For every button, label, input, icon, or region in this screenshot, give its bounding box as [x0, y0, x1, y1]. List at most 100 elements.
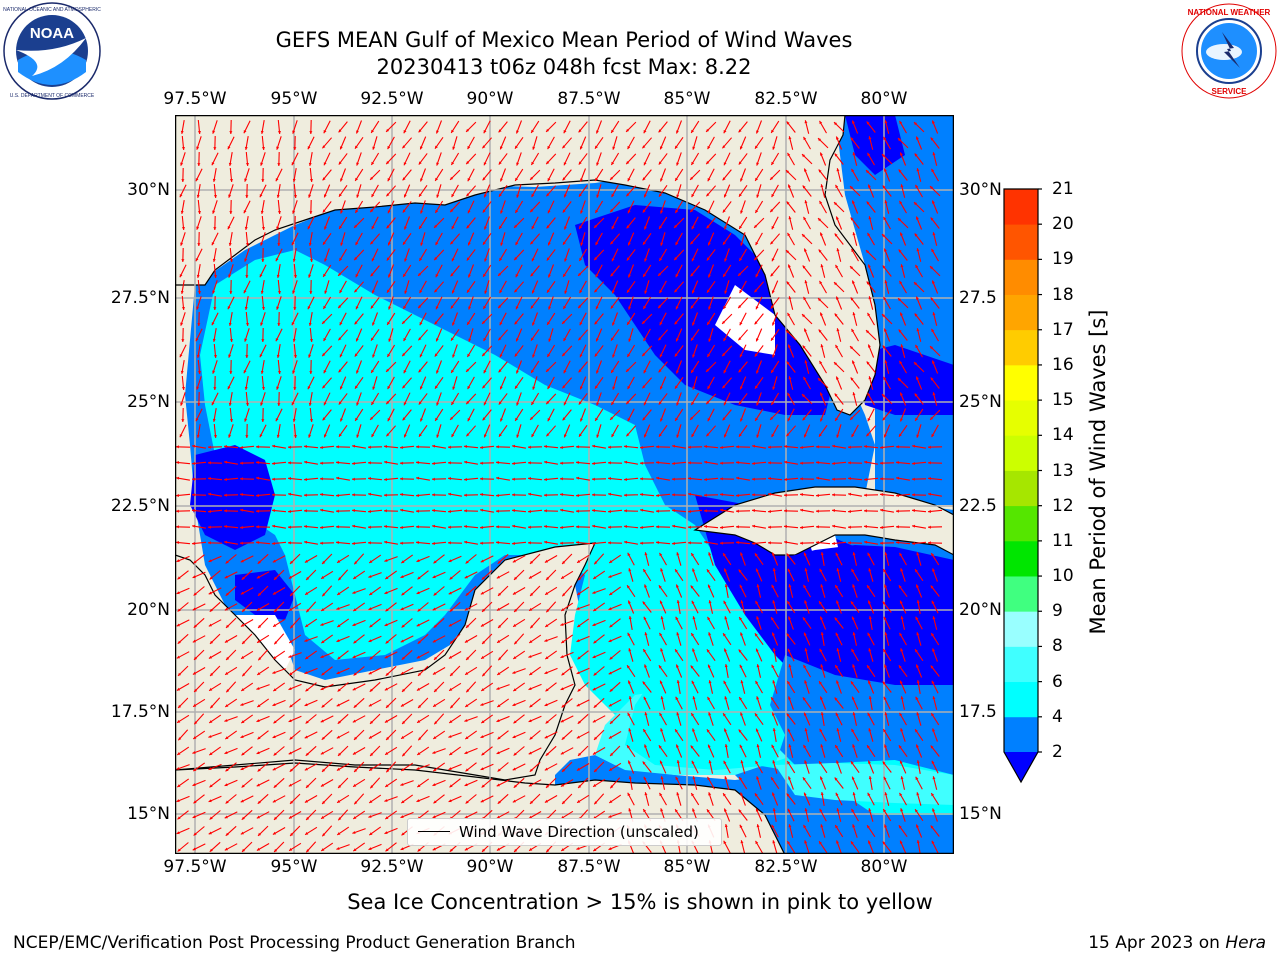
wind-vector — [785, 169, 797, 181]
wind-vector — [545, 121, 557, 133]
wind-vector — [497, 553, 509, 565]
lat-tick-left: 30°N — [127, 180, 170, 200]
wind-vector — [803, 328, 811, 342]
colorbar-tick-label: 16 — [1052, 354, 1074, 375]
wind-vector — [559, 477, 575, 481]
wind-vector — [691, 248, 699, 262]
wind-vector — [931, 360, 939, 374]
wind-vector — [788, 136, 794, 150]
wind-vector — [690, 328, 700, 342]
wind-vector — [223, 445, 239, 449]
colorbar-tick-label: 9 — [1052, 601, 1063, 622]
wind-vector — [676, 152, 682, 166]
colorbar-bin — [1004, 505, 1038, 542]
wind-vector — [547, 376, 555, 390]
wind-vector — [831, 493, 847, 497]
wind-vector — [672, 444, 686, 449]
wind-vector — [351, 461, 367, 465]
wind-vector — [304, 555, 318, 563]
wind-vector — [355, 264, 363, 278]
wind-vector — [739, 376, 747, 390]
wind-vector — [465, 361, 477, 373]
wind-vector — [516, 152, 522, 166]
wind-vector — [915, 136, 923, 150]
wind-vector — [293, 215, 297, 231]
wind-vector — [672, 524, 686, 529]
wind-vector — [483, 360, 491, 374]
colorbar-bin — [1004, 329, 1038, 366]
wind-vector — [431, 477, 447, 481]
wind-vector — [783, 445, 799, 449]
wind-vector — [291, 312, 299, 326]
wind-vector — [277, 119, 281, 135]
wind-vector — [287, 477, 303, 481]
lon-tick-bottom: 90°W — [466, 857, 514, 877]
wind-vector — [593, 249, 605, 261]
wind-vector — [244, 328, 250, 342]
wind-vector — [562, 409, 572, 421]
wind-vector — [464, 571, 478, 579]
wind-vector — [340, 200, 346, 214]
wind-vector — [932, 152, 938, 166]
wind-vector — [738, 361, 748, 373]
wind-vector — [595, 296, 603, 310]
wind-vector — [261, 247, 265, 263]
colorbar-tick-label: 19 — [1052, 249, 1074, 270]
wind-vector — [335, 541, 351, 545]
wind-vector — [323, 392, 331, 406]
wind-vector — [228, 184, 234, 198]
wind-vector — [212, 280, 218, 294]
wind-vector — [191, 509, 207, 513]
wind-vector — [512, 555, 526, 563]
wind-vector — [353, 249, 365, 261]
wind-vector — [561, 137, 573, 149]
wind-vector — [180, 232, 186, 246]
wind-vector — [399, 445, 415, 449]
wind-vector — [660, 200, 666, 214]
wind-vector — [324, 248, 330, 262]
wind-vector — [207, 477, 223, 481]
wind-vector — [213, 135, 217, 151]
wind-vector — [292, 248, 297, 262]
wind-vector — [770, 328, 780, 342]
wind-vector — [513, 281, 525, 293]
wind-vector — [436, 184, 442, 198]
wind-vector — [431, 541, 447, 545]
wind-vector — [659, 136, 667, 150]
wind-vector — [900, 264, 906, 278]
wind-vector — [257, 553, 269, 565]
wind-vector — [866, 281, 876, 293]
wind-vector — [787, 312, 795, 326]
wind-vector — [737, 297, 749, 309]
wind-vector — [513, 217, 525, 229]
wind-vector — [320, 508, 334, 513]
wind-vector — [755, 296, 763, 310]
wind-vector — [865, 249, 877, 261]
wind-vector — [689, 233, 701, 245]
wind-vector — [467, 264, 475, 278]
wind-vector — [433, 249, 445, 261]
wind-vector — [386, 280, 396, 294]
wind-vector — [927, 445, 943, 449]
wind-vector — [916, 552, 922, 566]
wind-vector — [931, 168, 939, 182]
wind-vector — [915, 216, 923, 230]
wind-vector — [196, 344, 201, 358]
wind-vector — [787, 184, 795, 198]
wind-vector — [707, 376, 715, 390]
wind-vector — [610, 265, 620, 277]
wind-vector — [211, 152, 219, 166]
wind-vector — [303, 477, 319, 481]
wind-vector — [868, 216, 874, 230]
wind-vector — [770, 152, 780, 166]
wind-vector — [255, 461, 271, 465]
wind-vector — [434, 200, 444, 214]
wind-vector — [352, 444, 366, 449]
wind-vector — [514, 313, 524, 325]
wind-vector — [899, 120, 907, 134]
wind-vector — [898, 169, 908, 181]
wind-vector — [804, 280, 810, 294]
wind-vector — [228, 312, 233, 326]
wind-vector — [227, 136, 235, 150]
wind-vector — [513, 569, 525, 581]
